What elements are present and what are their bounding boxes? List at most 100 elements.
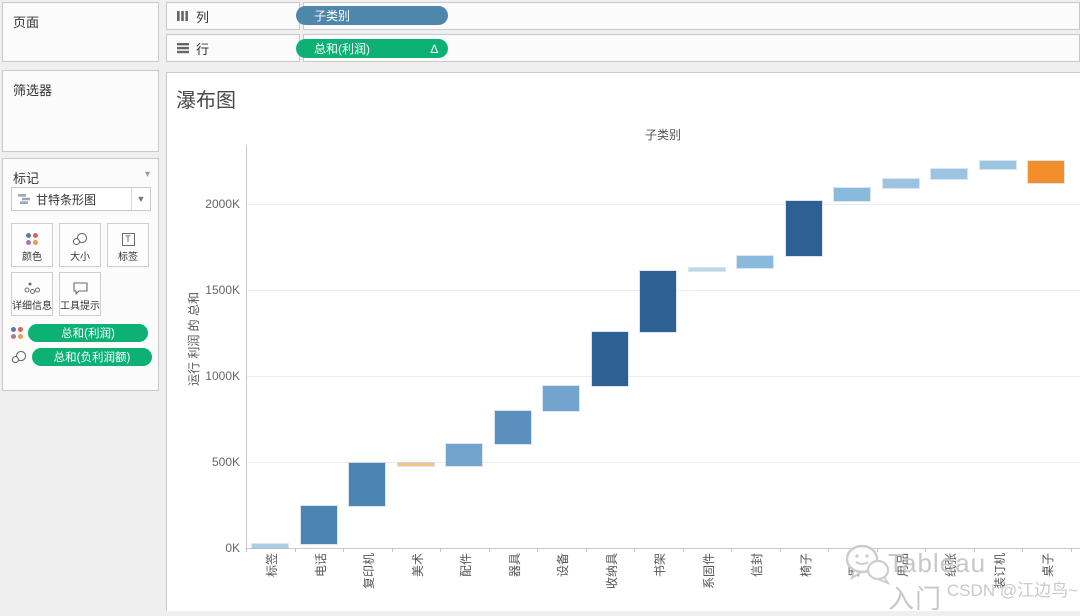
detail-dots-icon <box>12 280 52 296</box>
x-axis-label-信封: 信封 <box>750 553 764 578</box>
x-axis-tick <box>343 548 344 552</box>
waterfall-bar-收纳具[interactable] <box>591 332 628 386</box>
rows-icon <box>176 42 190 54</box>
x-axis-label-桌子: 桌子 <box>1041 553 1055 578</box>
x-axis-tick <box>876 548 878 552</box>
marks-label-label: 标签 <box>118 252 138 263</box>
marks-size-label: 大小 <box>70 252 90 263</box>
x-axis-label-配件: 配件 <box>459 553 473 578</box>
x-axis-label-用具: 用具 <box>847 553 861 578</box>
rows-shelf-header: 行 <box>166 34 300 62</box>
color-dots-icon[interactable] <box>11 327 23 339</box>
x-axis-tick <box>973 548 975 552</box>
marks-tooltip-label: 工具提示 <box>60 301 100 312</box>
y-axis-tick-label: 1000K <box>205 369 240 383</box>
waterfall-bar-美术[interactable] <box>397 462 434 467</box>
y-axis-tick-label: 2000K <box>205 197 240 211</box>
marks-color-label: 颜色 <box>22 252 42 263</box>
x-axis-label-椅子: 椅子 <box>798 553 813 578</box>
marks-detail-label: 详细信息 <box>12 301 52 312</box>
gridline <box>246 204 1080 205</box>
marks-collapse-icon[interactable]: ▾ <box>144 169 150 180</box>
y-axis-tick-label: 500K <box>211 455 240 469</box>
x-axis-tick <box>828 548 829 552</box>
x-axis-tick <box>731 548 732 552</box>
marks-pill-negative-profit[interactable]: 总和(负利润额) <box>32 348 152 366</box>
y-axis-line <box>246 145 247 552</box>
waterfall-bar-信封[interactable] <box>737 255 773 269</box>
x-axis-label-用品: 用品 <box>895 553 910 578</box>
x-axis-tick <box>779 548 781 552</box>
mark-type-dropdown-caret-icon[interactable]: ▼ <box>131 188 150 210</box>
x-axis-tick <box>488 548 490 552</box>
columns-shelf-label: 列 <box>196 9 210 25</box>
waterfall-bar-设备[interactable] <box>543 385 579 412</box>
x-axis-tick <box>925 548 926 552</box>
color-dots-icon <box>12 231 52 247</box>
waterfall-bar-用具[interactable] <box>834 188 870 202</box>
marks-tooltip-button[interactable]: 工具提示 <box>59 272 101 316</box>
marks-color-button[interactable]: 颜色 <box>11 223 53 267</box>
rows-pill-sum-profit[interactable]: 总和(利润) ∆ <box>296 39 448 58</box>
waterfall-bar-系固件[interactable] <box>688 268 725 272</box>
x-axis-tick <box>1022 548 1023 552</box>
size-circles-icon[interactable] <box>11 350 27 364</box>
tooltip-bubble-icon <box>60 280 100 296</box>
waterfall-bar-标签[interactable] <box>252 543 288 548</box>
waterfall-bar-配件[interactable] <box>446 444 482 467</box>
x-axis-tick <box>682 548 684 552</box>
sheet-title: 瀑布图 <box>176 90 236 112</box>
x-axis-tick <box>585 548 587 552</box>
x-axis-label-收纳具: 收纳具 <box>604 553 619 590</box>
marks-size-button[interactable]: 大小 <box>59 223 101 267</box>
x-axis-label-器具: 器具 <box>507 553 522 578</box>
marks-label-button[interactable]: T 标签 <box>107 223 149 267</box>
gridline <box>246 376 1080 377</box>
text-label-icon: T <box>108 231 148 247</box>
pages-shelf[interactable]: 页面 <box>2 2 159 62</box>
gantt-bar-icon <box>18 193 31 205</box>
x-axis-label-电话: 电话 <box>313 553 328 578</box>
waterfall-bar-椅子[interactable] <box>785 201 822 256</box>
x-axis-label-书架: 书架 <box>653 553 667 578</box>
x-axis-label-设备: 设备 <box>556 553 570 578</box>
waterfall-bar-器具[interactable] <box>494 411 531 445</box>
x-axis-label-标签: 标签 <box>265 553 279 578</box>
filters-shelf[interactable]: 筛选器 <box>2 70 159 152</box>
x-axis-tick <box>440 548 441 552</box>
filters-shelf-label: 筛选器 <box>13 83 53 98</box>
mark-type-dropdown[interactable]: 甘特条形图 ▼ <box>11 187 151 211</box>
columns-shelf-header: 列 <box>166 2 300 30</box>
x-axis-label-装订机: 装订机 <box>992 553 1007 590</box>
x-axis-tick <box>246 548 247 552</box>
waterfall-bar-桌子[interactable] <box>1028 161 1064 184</box>
marks-pill-profit[interactable]: 总和(利润) <box>28 324 148 342</box>
x-axis-label-系固件: 系固件 <box>701 553 716 590</box>
marks-card: 标记 ▾ 甘特条形图 ▼ 颜色 <box>2 158 159 391</box>
x-axis-tick <box>537 548 538 552</box>
waterfall-bar-复印机[interactable] <box>349 462 385 507</box>
x-axis-label-纸张: 纸张 <box>944 553 958 578</box>
column-field-label: 子类别 <box>645 128 682 142</box>
y-axis-tick-label: 1500K <box>205 283 240 297</box>
x-axis-line <box>246 548 1080 549</box>
waterfall-bar-电话[interactable] <box>300 506 337 544</box>
columns-icon <box>176 10 190 22</box>
marks-detail-button[interactable]: 详细信息 <box>11 272 53 316</box>
waterfall-bar-书架[interactable] <box>640 271 676 333</box>
pages-shelf-label: 页面 <box>13 15 40 30</box>
rows-shelf-label: 行 <box>196 41 210 57</box>
x-axis-label-美术: 美术 <box>410 553 425 578</box>
mark-type-value: 甘特条形图 <box>36 192 97 207</box>
x-axis-label-复印机: 复印机 <box>362 553 376 590</box>
columns-pill-subcategory[interactable]: 子类别 <box>296 6 448 25</box>
waterfall-bar-装订机[interactable] <box>979 161 1016 169</box>
x-axis-tick <box>294 548 296 552</box>
x-axis-tick <box>1070 548 1072 552</box>
waterfall-bar-用品[interactable] <box>882 179 919 188</box>
size-circles-icon <box>60 231 100 247</box>
marks-card-label: 标记 <box>13 171 40 186</box>
gridline <box>246 462 1080 463</box>
x-axis-tick <box>634 548 635 552</box>
waterfall-bar-纸张[interactable] <box>931 168 967 180</box>
